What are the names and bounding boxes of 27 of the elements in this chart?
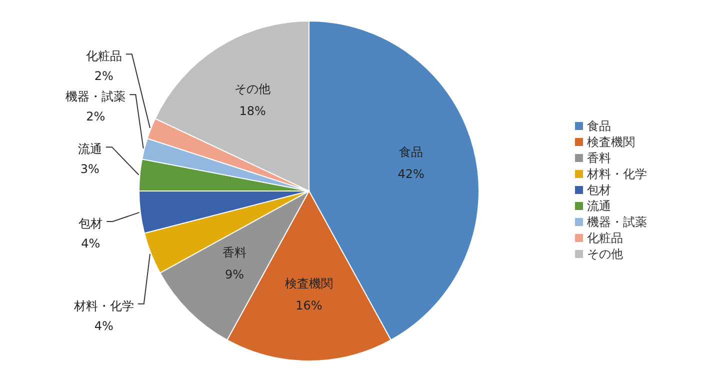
legend-label: 香料 [587,150,611,164]
slice-label: 化粧品 [86,49,122,64]
legend-label: 食品 [587,118,611,132]
data-label: 9% [224,268,244,282]
slice-label: 香料 [222,246,246,260]
legend-label: 検査機関 [587,134,635,148]
slice-label: 機器・試薬 [66,90,126,104]
legend-label: 機器・試薬 [587,214,647,228]
legend-label: その他 [587,246,623,260]
legend-label: 材料・化学 [587,166,647,180]
slice-label: 検査機関 [285,276,333,290]
data-label: 3% [80,162,100,176]
data-label: 42% [398,166,424,181]
data-label: 18% [239,104,266,118]
data-label: 2% [94,69,114,84]
slice-label: 包材 [78,216,103,231]
data-label: 16% [296,298,322,312]
data-label: 2% [86,110,106,124]
slice-label: 食品 [399,144,424,159]
slice-label: その他 [234,82,271,96]
legend-label: 化粧品 [587,230,623,244]
slice-label: 材料・化学 [72,298,134,313]
legend-label: 流通 [587,198,611,212]
data-label: 4% [81,236,100,251]
data-label: 4% [94,318,114,333]
legend-label: 包材 [587,182,611,196]
slice-label: 流通 [78,142,102,156]
